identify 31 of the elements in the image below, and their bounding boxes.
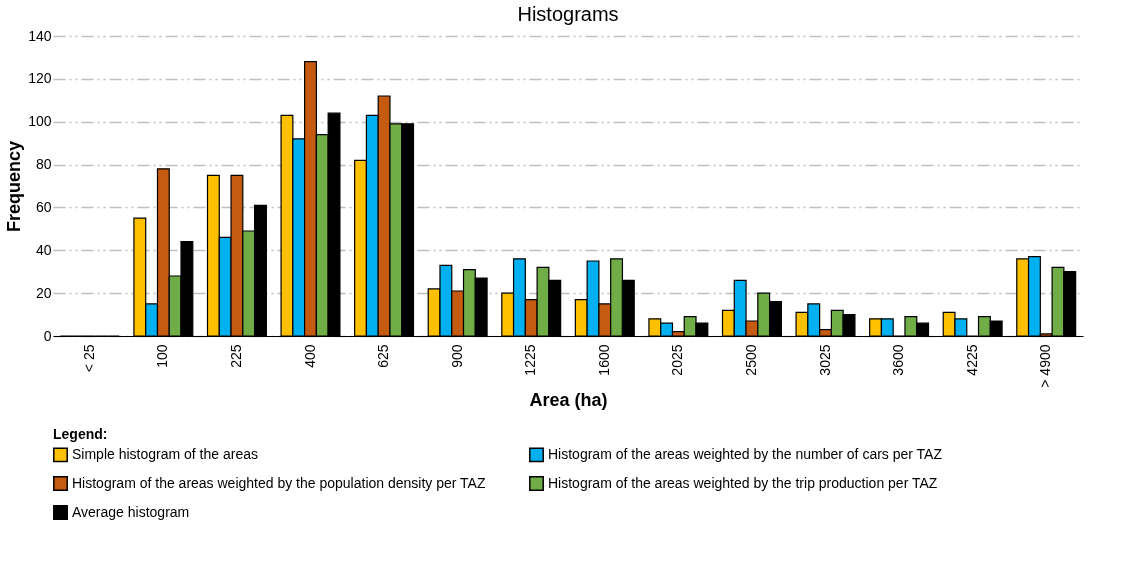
legend-label: Histogram of the areas weighted by the number of cars per TAZ	[548, 445, 943, 462]
legend-label: Simple histogram of the areas	[72, 445, 258, 462]
chart-title: Histograms	[517, 3, 619, 25]
y-tick-label: 20	[35, 284, 52, 301]
x-tick-label: 4225	[963, 344, 980, 376]
legend-label: Average histogram	[72, 503, 190, 520]
y-axis-title: Frequency	[4, 140, 25, 233]
x-axis-title: Area (ha)	[529, 389, 608, 410]
x-tick-label: 1225	[522, 344, 539, 376]
y-tick-label: 140	[28, 27, 52, 44]
x-tick-label: 1600	[595, 344, 612, 376]
x-tick-label: 900	[448, 344, 465, 368]
y-tick-label: 80	[35, 156, 52, 173]
x-tick-label: < 25	[80, 344, 97, 373]
x-tick-label: 2500	[742, 344, 759, 376]
x-tick-label: 2025	[669, 344, 686, 376]
legend-title: Legend:	[53, 426, 108, 442]
x-tick-label: 400	[301, 344, 318, 368]
y-tick-label: 0	[43, 327, 52, 344]
legend-label: Histogram of the areas weighted by the population density per TAZ	[72, 474, 486, 491]
legend-label: Histogram of the areas weighted by the trip production per TAZ	[548, 474, 938, 491]
x-tick-label: 100	[154, 344, 171, 368]
x-tick-label: 225	[227, 344, 244, 368]
x-tick-label: 3600	[890, 344, 907, 376]
y-tick-label: 120	[28, 70, 52, 87]
y-tick-label: 40	[35, 241, 52, 258]
x-tick-label: > 4900	[1037, 344, 1054, 388]
x-tick-label: 3025	[816, 344, 833, 376]
x-tick-label: 625	[375, 344, 392, 368]
y-tick-label: 60	[35, 198, 52, 215]
y-tick-label: 100	[28, 113, 52, 130]
